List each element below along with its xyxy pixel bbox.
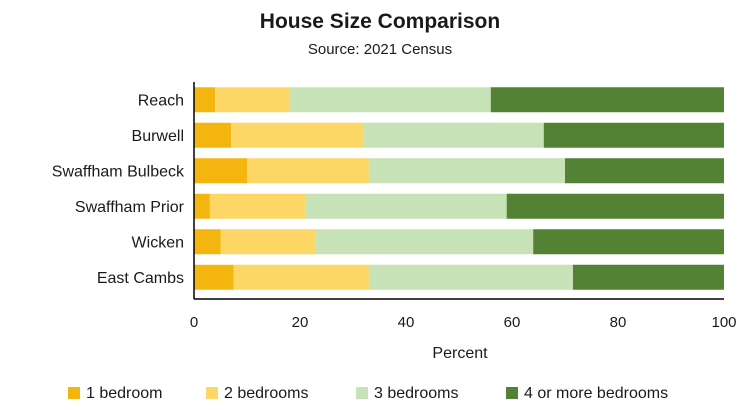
chart-subtitle: Source: 2021 Census [308,41,452,58]
legend-item: 4 or more bedrooms [506,385,668,402]
legend-label: 1 bedroom [86,385,163,402]
bar-segment [490,87,724,113]
bar-segment [565,158,724,184]
legend-item: 3 bedrooms [356,385,459,402]
x-tick-label: 100 [711,314,736,331]
category-label: Wicken [132,234,184,251]
category-labels: Reach Burwell Swaffham Bulbeck Swaffham Pri… [52,92,185,287]
x-tick-label: 0 [190,314,198,331]
x-tick-label: 40 [398,314,415,331]
bar-segment [220,229,316,255]
category-label: East Cambs [97,270,184,287]
x-tick-label: 80 [610,314,627,331]
category-label: Swaffham Prior [75,199,185,216]
bar-segment [363,122,544,148]
bar-segment [368,264,573,290]
bar-segment [572,264,724,290]
bar-segment [305,193,507,219]
legend-swatch [356,387,368,399]
bar-segment [194,122,232,148]
category-label: Reach [138,92,184,109]
bar-segment [194,264,234,290]
legend-item: 2 bedrooms [206,385,309,402]
bar-segment [368,158,565,184]
legend-label: 4 or more bedrooms [524,385,668,402]
category-label: Burwell [132,128,184,145]
x-tick-label: 20 [292,314,309,331]
bar-segment [194,193,210,219]
legend-swatch [506,387,518,399]
bars-group [194,87,724,290]
bar-segment [233,264,369,290]
bar-segment [194,87,216,113]
bar-segment [247,158,369,184]
legend: 1 bedroom 2 bedrooms 3 bedrooms 4 or more b… [68,385,668,402]
x-tick-label: 60 [504,314,521,331]
chart-title: House Size Comparison [260,10,500,33]
bar-segment [506,193,724,219]
bar-segment [231,122,364,148]
bar-segment [209,193,306,219]
bar-segment [543,122,724,148]
x-axis-title: Percent [432,345,488,362]
legend-item: 1 bedroom [68,385,163,402]
bar-segment [289,87,491,113]
legend-swatch [206,387,218,399]
legend-swatch [68,387,80,399]
bar-segment [315,229,534,255]
bar-segment [533,229,724,255]
bar-segment [194,229,221,255]
legend-label: 2 bedrooms [224,385,309,402]
x-tick-labels: 0 20 40 60 80 100 [190,314,737,331]
bar-segment [215,87,290,113]
bar-segment [194,158,247,184]
legend-label: 3 bedrooms [374,385,459,402]
category-label: Swaffham Bulbeck [52,163,185,180]
